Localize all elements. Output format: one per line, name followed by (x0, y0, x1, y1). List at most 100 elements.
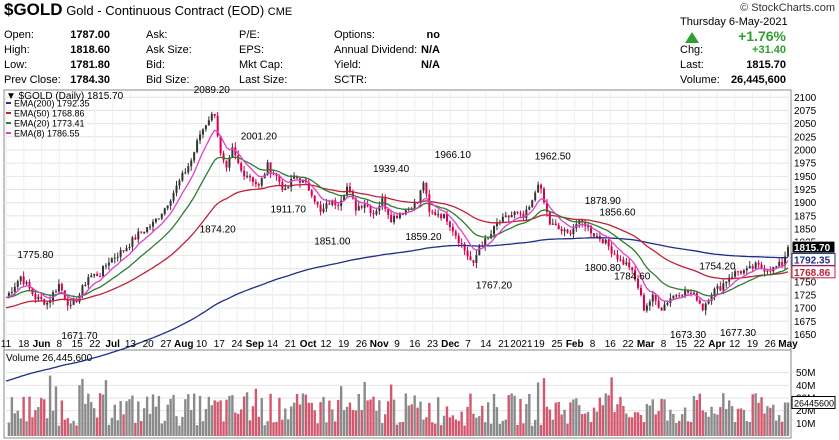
volume-bar (322, 396, 325, 436)
volume-bar (507, 395, 510, 436)
x-tick-label: 14 (480, 339, 492, 350)
volume-bar (104, 380, 108, 436)
volume-bar (378, 400, 381, 436)
x-tick-label: 9 (394, 339, 400, 350)
candle-body (569, 232, 572, 235)
volume-bar (592, 407, 596, 436)
volume-bar (613, 412, 616, 436)
candle-body (57, 283, 60, 292)
volume-bar (678, 420, 681, 436)
candle-body (84, 284, 87, 286)
candle-body (548, 212, 551, 225)
candle-body (540, 184, 543, 189)
candle-body (448, 221, 451, 227)
volume-bar (519, 398, 522, 436)
price-annotation: 1767.20 (476, 281, 513, 292)
volume-bar (595, 411, 599, 436)
candle-body (787, 247, 789, 257)
exchange: CME (267, 6, 293, 18)
candle-body (642, 295, 645, 311)
volume-bar (339, 386, 343, 436)
field-label: Last Size: (239, 74, 288, 86)
field-label: EPS: (239, 44, 265, 56)
candle-body (204, 125, 207, 130)
volume-bar (345, 406, 349, 436)
volume-bar (489, 423, 493, 436)
volume-bar (178, 425, 181, 436)
candle-body (260, 178, 263, 186)
price-annotation: 1962.50 (535, 152, 572, 163)
volume-bar (533, 419, 537, 436)
legend-swatch (6, 132, 11, 134)
x-tick-label: 22 (622, 339, 634, 350)
volume-bar (398, 422, 402, 436)
volume-bar (630, 417, 634, 436)
candle-body (293, 175, 296, 179)
volume-bar (231, 395, 234, 436)
candle-body (237, 155, 240, 163)
field-label: Bid Size: (146, 74, 190, 86)
candle-body (46, 302, 49, 305)
volume-bar (448, 417, 452, 436)
candle-body (604, 239, 607, 244)
volume-bar (266, 421, 269, 436)
volume-bar (134, 422, 137, 436)
volume-bar (783, 402, 787, 436)
volume-bar (510, 393, 513, 436)
x-tick-label: Nov (370, 339, 389, 350)
candle-body (107, 262, 110, 266)
candle-body (728, 277, 731, 282)
candle-body (784, 256, 787, 266)
y-tick-label: 2050 (794, 119, 817, 130)
volume-bar (431, 422, 434, 436)
candle-body (454, 231, 457, 236)
volume-bar (342, 410, 346, 436)
candle-body (7, 292, 10, 298)
candle-body (313, 195, 316, 202)
volume-bar (589, 422, 593, 436)
x-tick-label: Dec (441, 339, 460, 350)
candle-body (698, 300, 701, 304)
x-tick-label: 15 (676, 339, 688, 350)
volume-bar (348, 402, 352, 436)
volume-bar (636, 412, 640, 436)
volume-bar (228, 395, 231, 436)
volume-bar (69, 423, 72, 436)
volume-bar (739, 408, 743, 436)
volume-bar (478, 416, 481, 436)
volume-bar (351, 409, 355, 436)
candle-body (710, 295, 713, 302)
candle-body (163, 208, 166, 214)
watermark[interactable]: © StockCharts.com (740, 2, 835, 14)
candle-body (648, 301, 651, 306)
x-tick-label: Sep (246, 339, 264, 350)
candle-body (431, 211, 434, 213)
candle-body (651, 294, 654, 302)
candle-body (666, 302, 669, 305)
candle-body (387, 208, 390, 215)
volume-bar (486, 402, 490, 436)
volume-bar (557, 401, 560, 436)
volume-bar (625, 413, 628, 436)
candle-body (704, 303, 707, 311)
candle-body (104, 265, 107, 267)
volume-bar (307, 402, 311, 436)
candle-body (128, 246, 131, 249)
x-tick-label: 26 (765, 339, 777, 350)
volume-bar (289, 406, 293, 436)
volume-bar (404, 393, 408, 436)
candle-body (422, 182, 425, 191)
volume-bar (84, 403, 87, 436)
candle-body (181, 172, 184, 181)
y-tick-label: 1950 (794, 172, 817, 183)
volume-bar (663, 399, 666, 436)
candle-body (69, 304, 72, 306)
x-tick-label: 11 (1, 339, 12, 350)
volume-bar (60, 400, 64, 436)
volume-bar (110, 417, 114, 436)
volume-bar (319, 402, 322, 436)
candle-body (775, 266, 778, 268)
volume-bar (284, 408, 287, 436)
candle-body (613, 253, 616, 255)
